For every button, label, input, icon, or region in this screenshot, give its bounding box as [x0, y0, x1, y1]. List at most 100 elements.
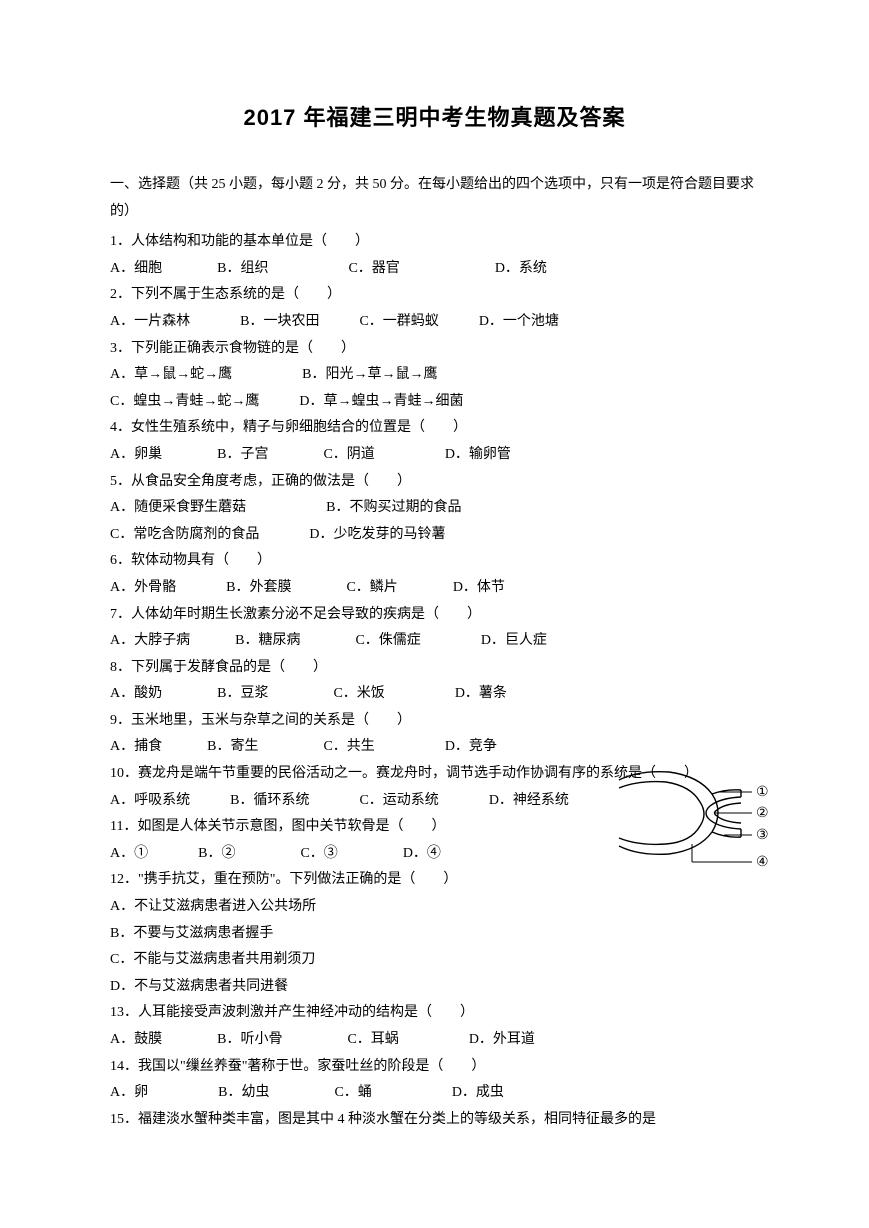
- question: 7．人体幼年时期生长激素分泌不足会导致的疾病是（ ）A．大脖子病 B．糖尿病 C．侏…: [110, 602, 759, 655]
- options-row: A．随便采食野生蘑菇 B．不购买过期的食品: [110, 495, 759, 522]
- option-line: B．不要与艾滋病患者握手: [110, 921, 570, 948]
- option: B．组织: [217, 256, 268, 283]
- question: 6．软体动物具有（ ）A．外骨骼 B．外套膜 C．鳞片 D．体节: [110, 548, 759, 601]
- question-stem: 11．如图是人体关节示意图，图中关节软骨是（ ）: [110, 814, 570, 841]
- question-stem: 9．玉米地里，玉米与杂草之间的关系是（ ）: [110, 708, 759, 735]
- option: C．侏儒症: [355, 628, 420, 655]
- option: C．一群蚂蚁: [359, 309, 438, 336]
- option: B．一块农田: [240, 309, 319, 336]
- question: 3．下列能正确表示食物链的是（ ）A．草→鼠→蛇→鹰B．阳光→草→鼠→鹰C．蝗虫…: [110, 336, 759, 416]
- option: C．运动系统: [359, 788, 438, 815]
- option-line: C．不能与艾滋病患者共用剃须刀: [110, 947, 570, 974]
- option-line: D．不与艾滋病患者共同进餐: [110, 974, 570, 1001]
- question: 9．玉米地里，玉米与杂草之间的关系是（ ）A．捕食 B．寄生 C．共生 D．竞争: [110, 708, 759, 761]
- exam-page: 2017 年福建三明中考生物真题及答案 一、选择题（共 25 小题，每小题 2 …: [0, 0, 869, 1228]
- question: 1．人体结构和功能的基本单位是（ ）A．细胞 B．组织 C．器官 D．系统: [110, 229, 759, 282]
- option: A．卵: [110, 1080, 148, 1107]
- options-row: A．细胞 B．组织 C．器官 D．系统: [110, 256, 759, 283]
- options-row: A．草→鼠→蛇→鹰 B．阳光→草→鼠→鹰: [110, 362, 759, 389]
- option: C．鳞片: [346, 575, 397, 602]
- page-title: 2017 年福建三明中考生物真题及答案: [110, 100, 759, 132]
- question-stem: 2．下列不属于生态系统的是（ ）: [110, 282, 759, 309]
- option: A．外骨骼: [110, 575, 176, 602]
- question: 8．下列属于发酵食品的是（ ）A．酸奶B．豆浆C．米饭D．薯条: [110, 655, 759, 708]
- diagram-label-3: ③: [756, 828, 769, 843]
- option: B．幼虫: [218, 1080, 269, 1107]
- option: A．细胞: [110, 256, 162, 283]
- option: D．竞争: [445, 734, 497, 761]
- option: D．神经系统: [489, 788, 569, 815]
- content-area: 一、选择题（共 25 小题，每小题 2 分，共 50 分。在每小题给出的四个选项…: [110, 172, 759, 1133]
- option: B．循环系统: [230, 788, 309, 815]
- question: 14．我国以"缫丝养蚕"著称于世。家蚕吐丝的阶段是（ ）A．卵 B．幼虫 C．蛹 D．…: [110, 1054, 759, 1107]
- question-stem: 1．人体结构和功能的基本单位是（ ）: [110, 229, 759, 256]
- option: D．草→蝗虫→青蛙→细菌: [299, 389, 463, 416]
- options-row: A．卵 B．幼虫 C．蛹 D．成虫: [110, 1080, 759, 1107]
- question-stem: 4．女性生殖系统中，精子与卵细胞结合的位置是（ ）: [110, 415, 759, 442]
- option: A．草→鼠→蛇→鹰: [110, 362, 232, 389]
- option: C．③: [300, 841, 337, 868]
- option: B．豆浆: [217, 681, 268, 708]
- option: B．外套膜: [226, 575, 291, 602]
- question-stem: 15．福建淡水蟹种类丰富，图是其中 4 种淡水蟹在分类上的等级关系，相同特征最多…: [110, 1107, 759, 1134]
- option: D．输卵管: [445, 442, 511, 469]
- diagram-label-4: ④: [756, 855, 769, 870]
- question: 15．福建淡水蟹种类丰富，图是其中 4 种淡水蟹在分类上的等级关系，相同特征最多…: [110, 1107, 759, 1134]
- question-stem: 8．下列属于发酵食品的是（ ）: [110, 655, 759, 682]
- options-row: A．鼓膜 B．听小骨 C．耳蜗 D．外耳道: [110, 1027, 759, 1054]
- option: D．一个池塘: [479, 309, 559, 336]
- option: C．常吃含防腐剂的食品: [110, 522, 259, 549]
- option: D．④: [403, 841, 441, 868]
- options-row: A．卵巢 B．子宫 C．阴道 D．输卵管: [110, 442, 759, 469]
- option: D．外耳道: [469, 1027, 535, 1054]
- options-row: A．捕食 B．寄生 C．共生 D．竞争: [110, 734, 759, 761]
- option: D．巨人症: [481, 628, 547, 655]
- options-row: C．蝗虫→青蛙→蛇→鹰 D．草→蝗虫→青蛙→细菌: [110, 389, 759, 416]
- option: C．蛹: [334, 1080, 371, 1107]
- option: A．①: [110, 841, 148, 868]
- question: 12．"携手抗艾，重在预防"。下列做法正确的是（ ）A．不让艾滋病患者进入公共场…: [110, 867, 759, 1000]
- option: B．不购买过期的食品: [326, 495, 461, 522]
- question: 5．从食品安全角度考虑，正确的做法是（ ）A．随便采食野生蘑菇B．不购买过期的食…: [110, 469, 759, 549]
- question-stem: 3．下列能正确表示食物链的是（ ）: [110, 336, 759, 363]
- option: B．寄生: [207, 734, 258, 761]
- option: A．大脖子病: [110, 628, 190, 655]
- question-stem: 6．软体动物具有（ ）: [110, 548, 759, 575]
- joint-diagram: ① ② ③ ④: [614, 762, 774, 882]
- option: D．体节: [453, 575, 505, 602]
- diagram-label-2: ②: [756, 806, 769, 821]
- option: A．卵巢: [110, 442, 162, 469]
- option: A．鼓膜: [110, 1027, 162, 1054]
- option-line: A．不让艾滋病患者进入公共场所: [110, 894, 570, 921]
- option: C．米饭: [333, 681, 384, 708]
- option: B．阳光→草→鼠→鹰: [302, 362, 437, 389]
- option: D．成虫: [452, 1080, 504, 1107]
- section-instructions: 一、选择题（共 25 小题，每小题 2 分，共 50 分。在每小题给出的四个选项…: [110, 172, 759, 225]
- option: C．蝗虫→青蛙→蛇→鹰: [110, 389, 259, 416]
- question-stem: 14．我国以"缫丝养蚕"著称于世。家蚕吐丝的阶段是（ ）: [110, 1054, 759, 1081]
- diagram-label-1: ①: [756, 785, 769, 800]
- question-stem: 13．人耳能接受声波刺激并产生神经冲动的结构是（ ）: [110, 1000, 759, 1027]
- question-stem: 12．"携手抗艾，重在预防"。下列做法正确的是（ ）: [110, 867, 570, 894]
- question: 13．人耳能接受声波刺激并产生神经冲动的结构是（ ）A．鼓膜 B．听小骨 C．耳蜗 D…: [110, 1000, 759, 1053]
- option: B．②: [198, 841, 235, 868]
- option: D．少吃发芽的马铃薯: [309, 522, 445, 549]
- option: C．器官: [348, 256, 399, 283]
- questions-list: 1．人体结构和功能的基本单位是（ ）A．细胞 B．组织 C．器官 D．系统2．下列不属…: [110, 229, 759, 1133]
- option: B．糖尿病: [235, 628, 300, 655]
- option: A．随便采食野生蘑菇: [110, 495, 246, 522]
- option: B．子宫: [217, 442, 268, 469]
- option: A．呼吸系统: [110, 788, 190, 815]
- question: 2．下列不属于生态系统的是（ ）A．一片森林B．一块农田C．一群蚂蚁D．一个池塘: [110, 282, 759, 335]
- options-row: A．外骨骼 B．外套膜 C．鳞片 D．体节: [110, 575, 759, 602]
- option: C．阴道: [323, 442, 374, 469]
- options-row: A．① B．② C．③ D．④: [110, 841, 570, 868]
- option: C．共生: [323, 734, 374, 761]
- option: D．系统: [495, 256, 547, 283]
- option: B．听小骨: [217, 1027, 282, 1054]
- question-stem: 7．人体幼年时期生长激素分泌不足会导致的疾病是（ ）: [110, 602, 759, 629]
- question: 4．女性生殖系统中，精子与卵细胞结合的位置是（ ）A．卵巢 B．子宫 C．阴道 D．输…: [110, 415, 759, 468]
- option: A．捕食: [110, 734, 162, 761]
- option: D．薯条: [455, 681, 507, 708]
- option: C．耳蜗: [347, 1027, 398, 1054]
